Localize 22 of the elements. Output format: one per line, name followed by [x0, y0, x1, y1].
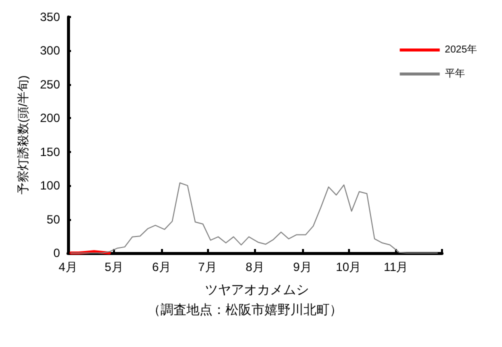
- legend-label: 平年: [444, 68, 465, 80]
- x-tick-label: 7月: [198, 260, 217, 274]
- x-tick-label: 5月: [104, 260, 124, 274]
- x-tick-label: 10月: [336, 260, 362, 274]
- y-tick-label: 100: [40, 178, 60, 193]
- y-tick-label: 150: [40, 144, 60, 159]
- y-tick-label: 350: [40, 10, 60, 24]
- x-tick-label: 6月: [152, 260, 171, 274]
- line-series: [70, 182, 438, 254]
- x-tick-label: 4月: [58, 260, 78, 274]
- x-tick-label: 9月: [293, 260, 312, 274]
- y-tick-label: 300: [40, 44, 60, 58]
- x-tick-label: 8月: [246, 260, 264, 274]
- y-tick-label: 250: [40, 77, 60, 92]
- y-axis-title: 予察灯誘殺数(頭/半旬): [16, 75, 30, 195]
- x-tick-label: 11月: [384, 260, 408, 274]
- y-tick-label: 200: [40, 111, 60, 126]
- y-tick-label: 0: [53, 246, 60, 260]
- y-tick-label: 50: [46, 212, 60, 226]
- legend-label: 2025年: [444, 44, 478, 56]
- text: ツヤアオカメムシ: [205, 282, 309, 297]
- text: （調査地点：松阪市嬉野川北町）: [148, 302, 342, 317]
